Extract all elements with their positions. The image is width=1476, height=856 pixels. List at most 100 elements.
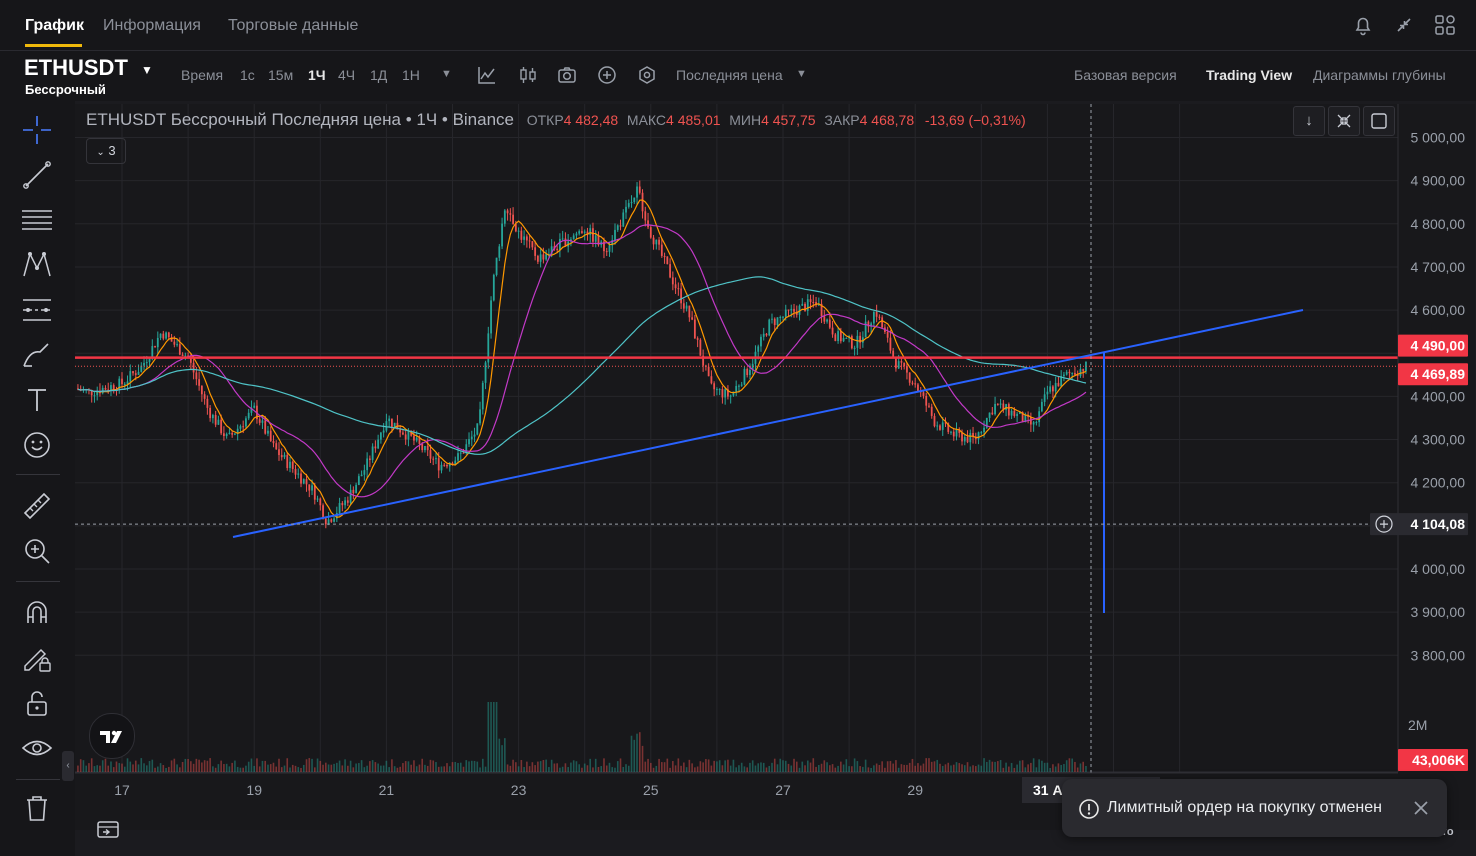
candle-body [625, 206, 627, 213]
candle-body [864, 321, 867, 338]
text-tool-icon[interactable] [20, 383, 54, 417]
price-chart[interactable]: 5 000,00 4 900,00 4 800,00 4 700,00 4 600,00… [75, 104, 1475, 830]
candle-body [143, 362, 145, 366]
candle-body [300, 473, 302, 484]
lock-drawings-icon[interactable] [20, 641, 54, 675]
price-type-dropdown-icon[interactable]: ▼ [796, 68, 807, 80]
emoji-icon[interactable] [20, 428, 54, 462]
unlock-icon[interactable] [20, 686, 54, 720]
volume-bar [594, 758, 597, 772]
indicators-toggle[interactable]: ⌄ 3 [86, 138, 126, 164]
candle-body [655, 239, 658, 245]
price-type-select[interactable]: Последняя цена [676, 67, 783, 83]
prediction-icon[interactable] [20, 293, 54, 327]
chart-area[interactable]: 5 000,00 4 900,00 4 800,00 4 700,00 4 600,00… [75, 104, 1475, 830]
volume-bar [647, 758, 649, 772]
volume-bar [895, 760, 897, 772]
volume-bar [564, 763, 567, 772]
volume-bar [795, 761, 798, 772]
camera-icon[interactable] [556, 64, 578, 86]
candle-body [247, 412, 250, 419]
candle-body [415, 437, 418, 441]
view-tradingview[interactable]: Trading View [1206, 67, 1293, 83]
volume-bar [316, 758, 319, 772]
volume-bar [641, 745, 644, 772]
symbol-name[interactable]: ETHUSDT [24, 55, 128, 80]
volume-bar [173, 758, 176, 772]
fib-retracement-icon[interactable] [20, 203, 54, 237]
crosshair-icon[interactable] [20, 113, 54, 147]
volume-bar [493, 702, 495, 772]
volume-bar [192, 763, 195, 772]
candle-body [162, 333, 165, 339]
candle-body [269, 430, 272, 442]
zoom-in-icon[interactable] [20, 534, 54, 568]
layout-grid-icon[interactable] [1432, 12, 1458, 38]
volume-bar [209, 758, 211, 772]
candle-body [291, 461, 294, 470]
tradingview-logo[interactable] [89, 713, 135, 759]
interval-15m[interactable]: 15м [268, 67, 294, 83]
chart-type-candles-icon[interactable] [517, 64, 539, 86]
volume-bar [878, 764, 881, 772]
view-depth[interactable]: Диаграммы глубины [1313, 67, 1446, 83]
scroll-down-button[interactable]: ↓ [1293, 106, 1325, 136]
tab-info[interactable]: Информация [103, 17, 201, 34]
indicators-icon[interactable] [476, 64, 498, 86]
volume-bar [333, 763, 335, 772]
add-circle-icon[interactable] [596, 64, 618, 86]
interval-1d[interactable]: 1Д [370, 67, 388, 83]
crosshair-price-label: 4 104,08 [1411, 516, 1466, 532]
brush-icon[interactable] [20, 338, 54, 372]
tab-chart[interactable]: График [25, 17, 84, 34]
bell-icon[interactable] [1350, 12, 1376, 38]
interval-4h[interactable]: 4Ч [338, 67, 356, 83]
ruler-icon[interactable] [20, 489, 54, 523]
volume-bar [462, 766, 465, 772]
volume-bar [407, 761, 410, 772]
settings-hex-icon[interactable] [636, 64, 658, 86]
volume-bar [696, 766, 699, 772]
volume-bar [961, 764, 963, 772]
volume-bar [300, 767, 302, 772]
trend-line-icon[interactable] [20, 158, 54, 192]
trash-icon[interactable] [20, 791, 54, 825]
candle-body [170, 337, 173, 342]
volume-bar [539, 761, 542, 772]
bar-replay-icon[interactable] [95, 818, 121, 842]
candle-body [564, 238, 567, 247]
candle-body [666, 256, 669, 265]
candle-body [90, 390, 93, 396]
volume-bar [542, 760, 545, 772]
candle-body [724, 389, 727, 398]
candle-body [677, 288, 680, 290]
interval-more-icon[interactable]: ▼ [441, 68, 452, 80]
collapse-toolbar-button[interactable]: ‹ [62, 751, 74, 781]
fullscreen-button[interactable] [1363, 106, 1395, 136]
candle-body [278, 449, 280, 456]
pattern-icon[interactable] [20, 248, 54, 282]
volume-bar [396, 767, 399, 772]
symbol-dropdown-icon[interactable]: ▼ [141, 63, 153, 77]
volume-bar [939, 763, 941, 772]
legend-open-label: ОТКР [526, 112, 564, 128]
interval-1s[interactable]: 1с [240, 67, 255, 83]
eye-icon[interactable] [20, 731, 54, 765]
candle-body [1074, 372, 1076, 375]
view-basic[interactable]: Базовая версия [1074, 67, 1177, 83]
volume-bar [531, 762, 534, 772]
magnet-icon[interactable] [20, 595, 54, 629]
collapse-icon[interactable] [1391, 12, 1417, 38]
tab-trading-data[interactable]: Торговые данные [228, 17, 359, 34]
candle-body [388, 418, 391, 422]
interval-1w[interactable]: 1Н [402, 67, 420, 83]
candle-body [1002, 403, 1005, 410]
interval-1h[interactable]: 1Ч [308, 67, 326, 83]
candle-body [977, 432, 980, 440]
candle-body [1057, 382, 1060, 387]
close-icon[interactable] [1411, 798, 1431, 818]
volume-bar [1021, 760, 1024, 772]
candle-body [487, 333, 490, 363]
collapse-chart-button[interactable] [1328, 106, 1360, 136]
candle-body [820, 303, 823, 317]
